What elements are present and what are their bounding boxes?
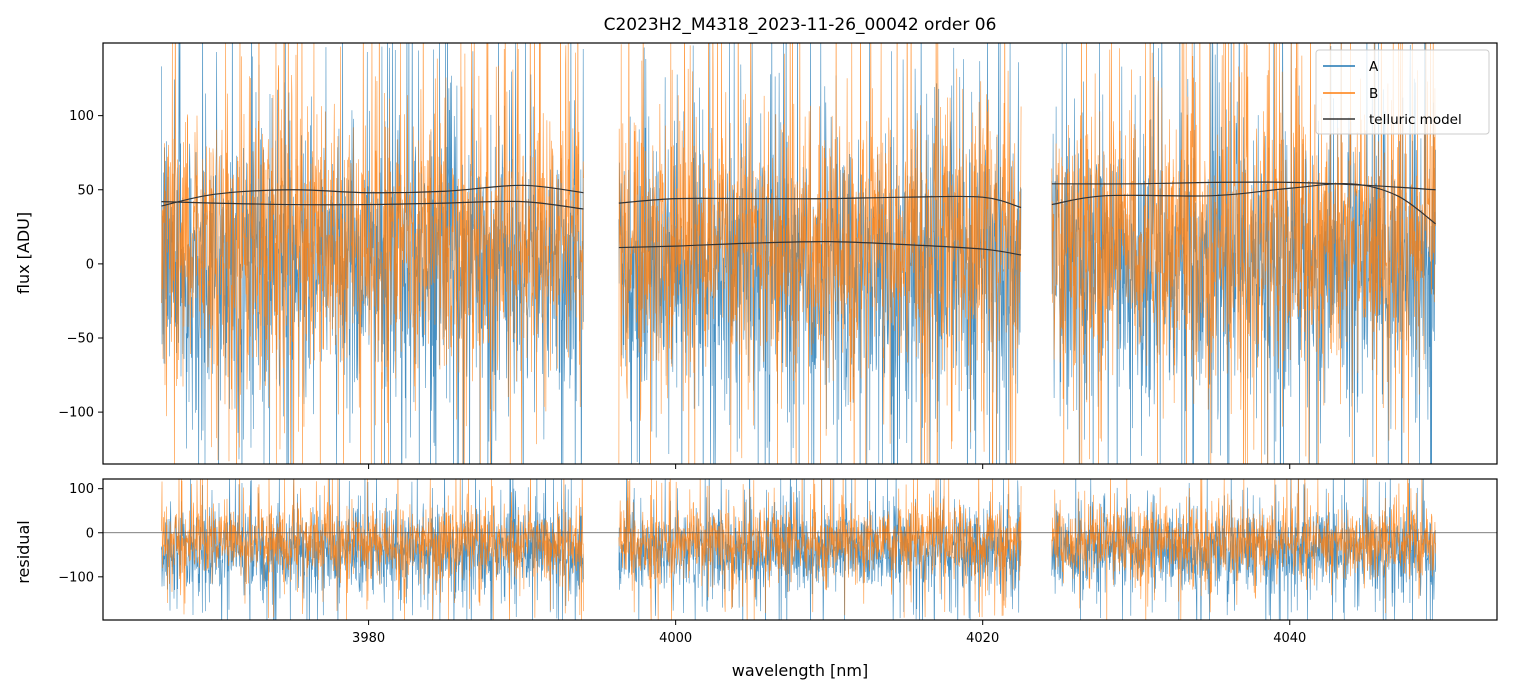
main-y-axis-label: flux [ADU]: [14, 212, 33, 294]
residual-plot-area: [103, 479, 1497, 620]
residual-series-b-segment-2: [618, 479, 1022, 620]
main-y-tick-label: −50: [67, 331, 94, 346]
residual-panel: 100 0 −100 3980 4000 4020 4040 residual wavel…: [14, 478, 1498, 680]
residual-y-ticks: 100 0 −100: [58, 482, 103, 585]
residual-series-a-segment-1: [161, 479, 584, 620]
residual-series-b-segment-1: [161, 479, 584, 620]
residual-axes-frame: [102, 478, 1498, 621]
main-series-b-segment-2: [618, 43, 1022, 464]
telluric-model-curve-1: [161, 184, 584, 207]
residual-y-axis-label: residual: [14, 520, 33, 583]
telluric-model-curve-5: [1051, 181, 1436, 191]
main-axes-frame: [102, 42, 1498, 465]
x-tick-label: 3980: [352, 631, 385, 646]
main-y-tick-label: 100: [69, 109, 94, 124]
main-y-tick-label: 0: [86, 257, 94, 272]
main-y-ticks: 100 50 0 −50 −100: [58, 109, 103, 421]
main-panel: 100 50 0 −50 −100 flux [ADU] A B telluric mo…: [14, 42, 1498, 469]
telluric-model-curve-4: [618, 241, 1022, 256]
legend-box: [1315, 49, 1490, 135]
residual-series-b-segment-3: [1051, 479, 1436, 620]
x-tick-label: 4040: [1273, 631, 1306, 646]
main-series-b-segment-1: [161, 43, 584, 464]
main-series-b-segment-3: [1051, 43, 1436, 464]
residual-x-ticks: 3980 4000 4020 4040: [352, 620, 1306, 646]
telluric-model-curve-3: [618, 195, 1022, 209]
legend-label-a: A: [1369, 59, 1379, 75]
main-plot-area: [161, 43, 1436, 464]
chart-title: C2023H2_M4318_2023-11-26_00042 order 06: [604, 15, 997, 35]
main-x-ticks: [368, 464, 1291, 469]
telluric-model-curve-2: [161, 200, 584, 210]
residual-y-tick-label: −100: [58, 570, 94, 585]
main-y-tick-label: −100: [58, 406, 94, 421]
x-axis-label: wavelength [nm]: [732, 661, 869, 680]
residual-y-tick-label: 0: [86, 526, 94, 541]
telluric-model-curve-6: [1051, 182, 1436, 225]
legend: A B telluric model: [1315, 49, 1490, 135]
legend-label-b: B: [1369, 86, 1378, 102]
residual-y-tick-label: 100: [69, 482, 94, 497]
x-tick-label: 4020: [966, 631, 999, 646]
main-y-tick-label: 50: [77, 183, 94, 198]
legend-label-telluric: telluric model: [1369, 112, 1462, 128]
x-tick-label: 4000: [659, 631, 692, 646]
